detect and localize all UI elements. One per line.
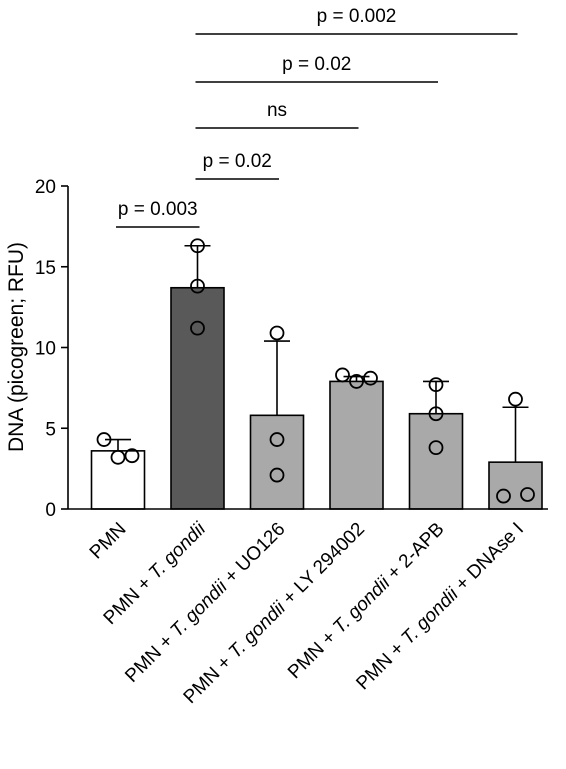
category-text: PMN + bbox=[352, 634, 412, 694]
x-tick-label: PMN + T. gondii + 2-APB bbox=[284, 519, 448, 683]
category-text: + DNAse I bbox=[448, 519, 528, 599]
data-point bbox=[110, 449, 126, 465]
significance-label: ns bbox=[267, 100, 287, 121]
species-name: T. gondii bbox=[225, 597, 291, 663]
bar bbox=[329, 380, 384, 510]
data-point bbox=[349, 374, 364, 389]
data-point bbox=[520, 487, 535, 502]
data-point bbox=[269, 432, 285, 447]
significance-label: p = 0.003 bbox=[118, 199, 198, 220]
data-point bbox=[269, 467, 285, 483]
significance-label: p = 0.02 bbox=[282, 54, 351, 75]
y-tick-label: 20 bbox=[35, 177, 56, 198]
y-tick-label: 5 bbox=[45, 419, 56, 440]
data-point bbox=[508, 391, 523, 407]
x-tick-label: PMN bbox=[86, 519, 131, 564]
category-text: + 2-APB bbox=[380, 519, 449, 588]
data-point bbox=[428, 406, 444, 422]
data-point bbox=[190, 278, 205, 294]
category-text: PMN + bbox=[100, 569, 160, 629]
data-point bbox=[496, 488, 511, 504]
data-point bbox=[335, 367, 350, 383]
significance-brackets: p = 0.003 p = 0.02 ns p = 0.02 p = 0.002 bbox=[116, 6, 518, 228]
bar bbox=[249, 414, 305, 510]
species-name: T. gondii bbox=[398, 583, 464, 649]
data-point bbox=[428, 377, 444, 393]
y-tick-label: 0 bbox=[45, 500, 56, 521]
data-point bbox=[190, 320, 205, 336]
significance-label: p = 0.02 bbox=[203, 151, 272, 172]
x-tick-label: PMN + T. gondii + UO126 bbox=[121, 519, 289, 687]
data-point bbox=[363, 370, 378, 386]
category-text: PMN + bbox=[180, 648, 240, 708]
category-text: PMN + bbox=[121, 627, 181, 687]
y-axis: 0 5 10 15 20 bbox=[35, 177, 548, 521]
species-name: T. gondii bbox=[329, 572, 395, 638]
species-name: T. gondii bbox=[145, 518, 211, 584]
species-name: T. gondii bbox=[166, 576, 232, 642]
category-text: PMN bbox=[86, 519, 131, 564]
y-axis-title: DNA (picogreen; RFU) bbox=[5, 242, 28, 452]
bars bbox=[90, 238, 543, 510]
category-text: + UO126 bbox=[217, 519, 290, 592]
data-point bbox=[269, 325, 285, 341]
significance-label: p = 0.002 bbox=[317, 6, 397, 27]
x-tick-label: PMN + T. gondii + DNAse I bbox=[352, 519, 528, 695]
data-point bbox=[428, 440, 444, 456]
data-point bbox=[190, 238, 205, 254]
category-text: PMN + bbox=[284, 623, 344, 683]
y-tick-label: 10 bbox=[35, 339, 56, 360]
bar bbox=[488, 461, 543, 510]
data-point bbox=[96, 432, 112, 447]
bar bbox=[408, 412, 464, 510]
data-point bbox=[124, 448, 140, 464]
y-tick-label: 15 bbox=[35, 258, 56, 279]
